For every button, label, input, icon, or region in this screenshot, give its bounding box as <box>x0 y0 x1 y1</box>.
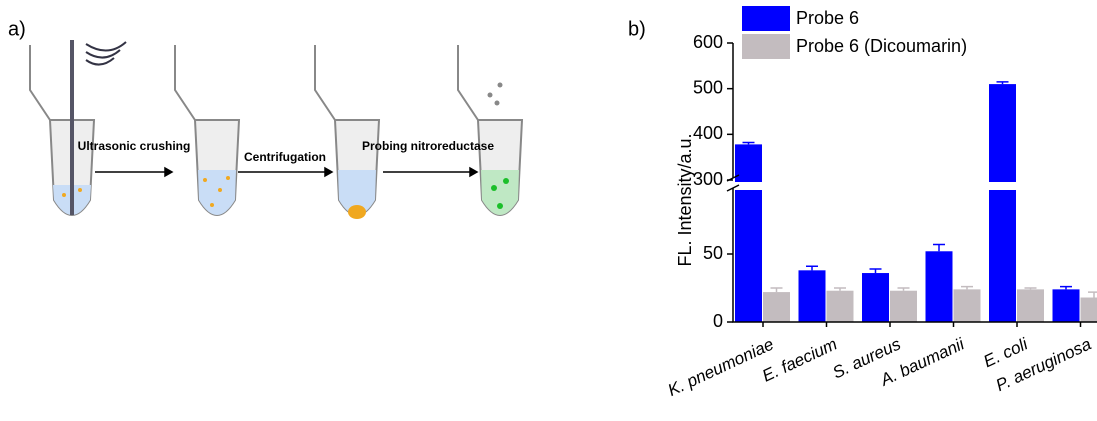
figure: a) Ultrasonic crushing C <box>0 0 1097 421</box>
bar <box>799 270 826 322</box>
bar <box>1053 289 1080 322</box>
bar <box>1081 298 1097 322</box>
arrows <box>95 168 477 176</box>
legend-label: Probe 6 <box>796 8 859 28</box>
error-bar <box>834 288 846 291</box>
error-bar <box>806 266 818 270</box>
error-bar <box>771 288 783 292</box>
step-label: Ultrasonic crushing <box>78 139 191 153</box>
error-bar <box>898 288 910 291</box>
error-bar <box>933 244 945 251</box>
legend-swatch <box>742 6 790 31</box>
error-bar <box>1060 287 1072 290</box>
y-tick-label: 600 <box>693 32 723 52</box>
y-tick-label: 400 <box>693 123 723 143</box>
tubes <box>30 45 522 215</box>
error-bar <box>961 287 973 290</box>
panel-label: a) <box>8 18 26 40</box>
bar <box>989 84 1016 322</box>
bar <box>954 289 981 322</box>
bar <box>735 144 762 322</box>
error-bar <box>743 143 755 145</box>
y-tick-label: 50 <box>703 243 723 263</box>
y-axis-label: FL. Intensity/a.u. <box>675 133 695 266</box>
bar <box>827 291 854 322</box>
y-tick-label: 300 <box>693 169 723 189</box>
bar <box>890 291 917 322</box>
legend-swatch <box>742 34 790 59</box>
bar <box>763 292 790 322</box>
bar <box>1017 289 1044 322</box>
bar-break-gap <box>988 182 1017 190</box>
y-tick-label: 500 <box>693 77 723 97</box>
bar <box>926 251 953 322</box>
error-bar <box>870 269 882 273</box>
panel-a: a) Ultrasonic crushing C <box>8 18 522 219</box>
panel-label: b) <box>628 18 646 40</box>
error-bar <box>997 82 1009 84</box>
error-bar <box>1025 288 1037 289</box>
error-bar <box>1088 292 1097 297</box>
legend-label: Probe 6 (Dicoumarin) <box>796 36 967 56</box>
tube-liquid <box>53 40 519 219</box>
y-axis <box>733 43 1097 322</box>
y-tick-label: 0 <box>713 311 723 331</box>
bar <box>862 273 889 322</box>
step-label: Centrifugation <box>244 150 326 164</box>
step-label: Probing nitroreductase <box>362 139 494 153</box>
